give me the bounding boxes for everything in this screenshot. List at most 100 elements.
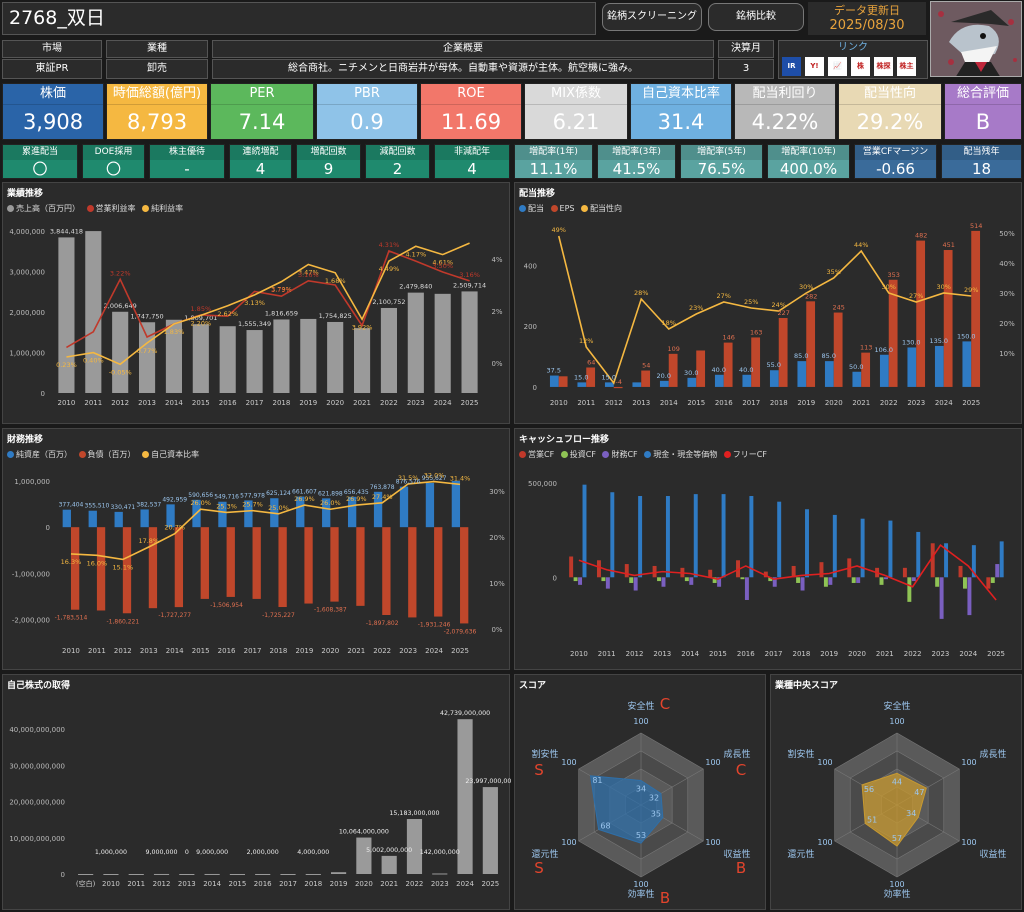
x-tick: 2019 bbox=[330, 880, 348, 888]
x-tick: 2011 bbox=[84, 399, 102, 407]
dividend-label: 55.0 bbox=[767, 361, 781, 369]
dividend-bar bbox=[852, 371, 862, 387]
equity-bar bbox=[114, 511, 123, 528]
equity-label: 355,510 bbox=[85, 503, 110, 510]
link-icon-1[interactable]: Y! bbox=[805, 57, 824, 76]
x-tick: 2022 bbox=[380, 399, 398, 407]
legend-net-margin: 純利益率 bbox=[151, 204, 184, 213]
x-tick: 2014 bbox=[660, 399, 678, 407]
payout-line bbox=[557, 235, 972, 385]
radar-max-label: 100 bbox=[889, 717, 904, 726]
dividend-label: 15.0 bbox=[602, 373, 616, 381]
x-tick: 2019 bbox=[797, 399, 815, 407]
eps-bar bbox=[943, 250, 953, 387]
x-tick: 2013 bbox=[178, 880, 196, 888]
dividend-bar bbox=[797, 361, 807, 387]
y2-tick: 50% bbox=[999, 230, 1015, 238]
y-tick: 500,000 bbox=[528, 480, 557, 488]
x-tick: 2022 bbox=[880, 399, 898, 407]
y-tick: 1,000,000 bbox=[14, 478, 50, 486]
equity-label: 577,978 bbox=[240, 492, 265, 499]
equity-ratio-label: 16.3% bbox=[61, 558, 82, 566]
dividend-label: 106.0 bbox=[874, 346, 893, 354]
equity-bar bbox=[62, 509, 71, 528]
buyback-label: 42,739,000,000 bbox=[440, 710, 490, 717]
debt-bar bbox=[408, 527, 417, 618]
debt-bar bbox=[226, 527, 235, 597]
industry-score-radar: 444734575156安全性100成長性100収益性100効率性100還元性1… bbox=[787, 700, 1006, 900]
eps-bar bbox=[806, 301, 816, 387]
kpi-tile-1: 時価総額(億円) 8,793 bbox=[106, 83, 208, 140]
x-tick: 2010 bbox=[550, 399, 568, 407]
debt-bar bbox=[200, 527, 209, 599]
radar-value-label: 34 bbox=[636, 785, 646, 794]
legend-cash-dot bbox=[644, 451, 652, 458]
x-tick: 2017 bbox=[244, 647, 262, 655]
opcf-bar bbox=[569, 556, 574, 578]
debt-label: -1,725,227 bbox=[262, 612, 295, 619]
equity-label: 876,576 bbox=[396, 479, 421, 486]
sales-label: 1,816,659 bbox=[265, 309, 298, 317]
radar-axis-label: 成長性 bbox=[723, 748, 750, 760]
link-icon-2[interactable]: 📈 bbox=[828, 57, 847, 76]
radar-value-label: 53 bbox=[636, 831, 646, 840]
equity-bar bbox=[399, 486, 409, 528]
net-margin-label: 0.23% bbox=[56, 361, 77, 369]
dividend-bar bbox=[549, 375, 559, 387]
y2-tick: 4% bbox=[491, 256, 502, 264]
link-icon-4[interactable]: 株探 bbox=[874, 57, 893, 76]
fincf-bar bbox=[717, 577, 722, 587]
dividend-label: 85.0 bbox=[822, 352, 836, 360]
dividend-label: 130.0 bbox=[902, 338, 921, 346]
opcf-bar bbox=[819, 562, 824, 578]
legend-payout-dot bbox=[581, 205, 589, 212]
link-icon-5[interactable]: 株主優待 bbox=[897, 57, 916, 76]
y-tick: 1,000,000 bbox=[9, 350, 45, 358]
kpi-label: 配当性向 bbox=[863, 86, 916, 101]
radar-value-label: 57 bbox=[892, 834, 902, 843]
screening-button[interactable]: 銘柄スクリーニング bbox=[602, 3, 702, 31]
equity-ratio-label: 20.7% bbox=[164, 524, 185, 532]
score-title: スコア bbox=[519, 681, 547, 691]
radar-max-label: 100 bbox=[705, 838, 720, 847]
radar-max-label: 100 bbox=[705, 758, 720, 767]
kpi-label: 株価 bbox=[39, 86, 66, 101]
radar-value-label: 34 bbox=[906, 809, 916, 818]
radar-grade: C bbox=[736, 761, 746, 779]
eps-label: 282 bbox=[805, 292, 817, 300]
sales-bar bbox=[407, 292, 424, 393]
x-tick: 2015 bbox=[709, 650, 727, 658]
x-tick: 2019 bbox=[295, 647, 313, 655]
chip-label: 増配率(5年) bbox=[681, 145, 762, 160]
eps-bar bbox=[888, 279, 898, 387]
fincf-bar bbox=[911, 577, 916, 582]
radar-value-label: 47 bbox=[914, 788, 924, 797]
payout-label: 27% bbox=[717, 292, 731, 300]
industry-score-panel: 業種中央スコア 44 47 34 57 51 56 安全性 100 成長性 100 収益性 100 効率… bbox=[770, 674, 1022, 910]
link-icon-0[interactable]: IR bbox=[782, 57, 801, 76]
dividend-label: 40.0 bbox=[739, 366, 753, 374]
kpi-tile-9: 総合評価 B bbox=[944, 83, 1022, 140]
legend-dividend-dot bbox=[519, 205, 526, 212]
x-tick: 2019 bbox=[820, 650, 838, 658]
kpi-value: 3,908 bbox=[3, 104, 103, 139]
y-tick: 10,000,000,000 bbox=[9, 835, 65, 843]
x-tick: 2020 bbox=[825, 399, 843, 407]
links-box: リンク IRY!📈株株探株主優待 bbox=[778, 40, 928, 79]
link-icon-3[interactable]: 株 bbox=[851, 57, 870, 76]
dividend-label: 135.0 bbox=[929, 337, 948, 345]
invcf-bar bbox=[684, 577, 689, 582]
score-radar: 343235536881安全性100成長性100収益性100効率性100還元性1… bbox=[531, 695, 750, 907]
chip-value: 41.5% bbox=[612, 160, 661, 178]
y-tick: 40,000,000,000 bbox=[9, 726, 65, 734]
equity-bar bbox=[244, 500, 253, 528]
stat-chip-0: 累進配当〇 bbox=[2, 144, 78, 179]
compare-button[interactable]: 銘柄比較 bbox=[708, 3, 804, 31]
update-date: 2025/08/30 bbox=[829, 18, 905, 33]
radar-axis-label: 還元性 bbox=[787, 848, 814, 860]
x-tick: 2017 bbox=[742, 399, 760, 407]
invcf-bar bbox=[935, 577, 940, 587]
legend-equity-ratio-dot bbox=[142, 451, 150, 458]
legend-equity-ratio: 自己資本比率 bbox=[151, 450, 200, 459]
x-tick: 2018 bbox=[792, 650, 810, 658]
